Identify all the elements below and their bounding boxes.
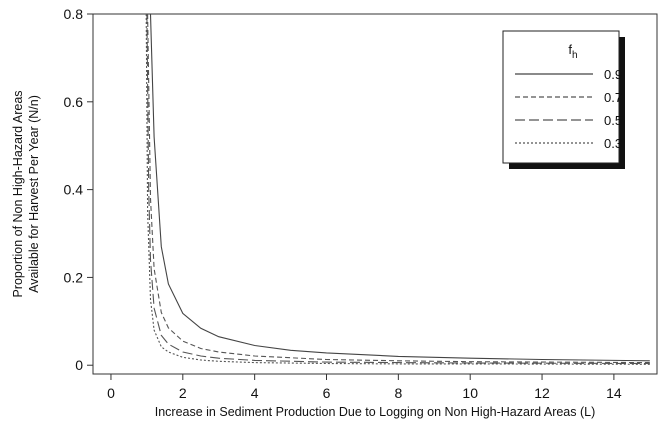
- y-axis-title-line-1: Proportion of Non High-Hazard Areas: [11, 90, 25, 297]
- plot-area: [92, 13, 658, 375]
- x-tick-label: 6: [323, 385, 331, 401]
- axis-tick-labels: 0 2 4 6 8 10 12 14 0 0.2 0.4 0.6 0.8: [64, 6, 622, 401]
- legend-items: 0.9 0.7 0.5 0.3: [515, 67, 622, 151]
- y-axis-title-line-2: Available for Harvest Per Year (N/n): [27, 95, 41, 293]
- axis-ticks: [87, 13, 615, 380]
- series-line-0-5: [146, 14, 650, 365]
- y-tick-label: 0.6: [64, 94, 84, 110]
- legend-title: fh: [568, 42, 577, 61]
- x-axis-title: Increase in Sediment Production Due to L…: [155, 405, 596, 419]
- x-tick-label: 10: [462, 385, 478, 401]
- series-line-0-9: [149, 14, 650, 362]
- legend-label: 0.9: [604, 67, 622, 82]
- legend-title-subscript: h: [572, 50, 578, 61]
- x-tick-label: 4: [251, 385, 259, 401]
- series-lines: [145, 14, 650, 365]
- y-tick-label: 0.8: [64, 6, 84, 22]
- legend-title-main: f: [568, 42, 572, 57]
- legend-label: 0.3: [604, 136, 622, 151]
- x-tick-label: 14: [606, 385, 622, 401]
- y-tick-label: 0: [75, 357, 83, 373]
- legend-label: 0.5: [604, 113, 622, 128]
- x-tick-label: 12: [534, 385, 550, 401]
- series-line-0-7: [147, 14, 650, 364]
- legend-box: [502, 30, 620, 164]
- x-tick-label: 2: [179, 385, 187, 401]
- x-tick-label: 0: [107, 385, 115, 401]
- legend: fh 0.9 0.7 0.5 0.3: [502, 30, 625, 169]
- y-tick-label: 0.4: [64, 182, 84, 198]
- legend-label: 0.7: [604, 90, 622, 105]
- x-tick-label: 8: [394, 385, 402, 401]
- y-tick-label: 0.2: [64, 269, 84, 285]
